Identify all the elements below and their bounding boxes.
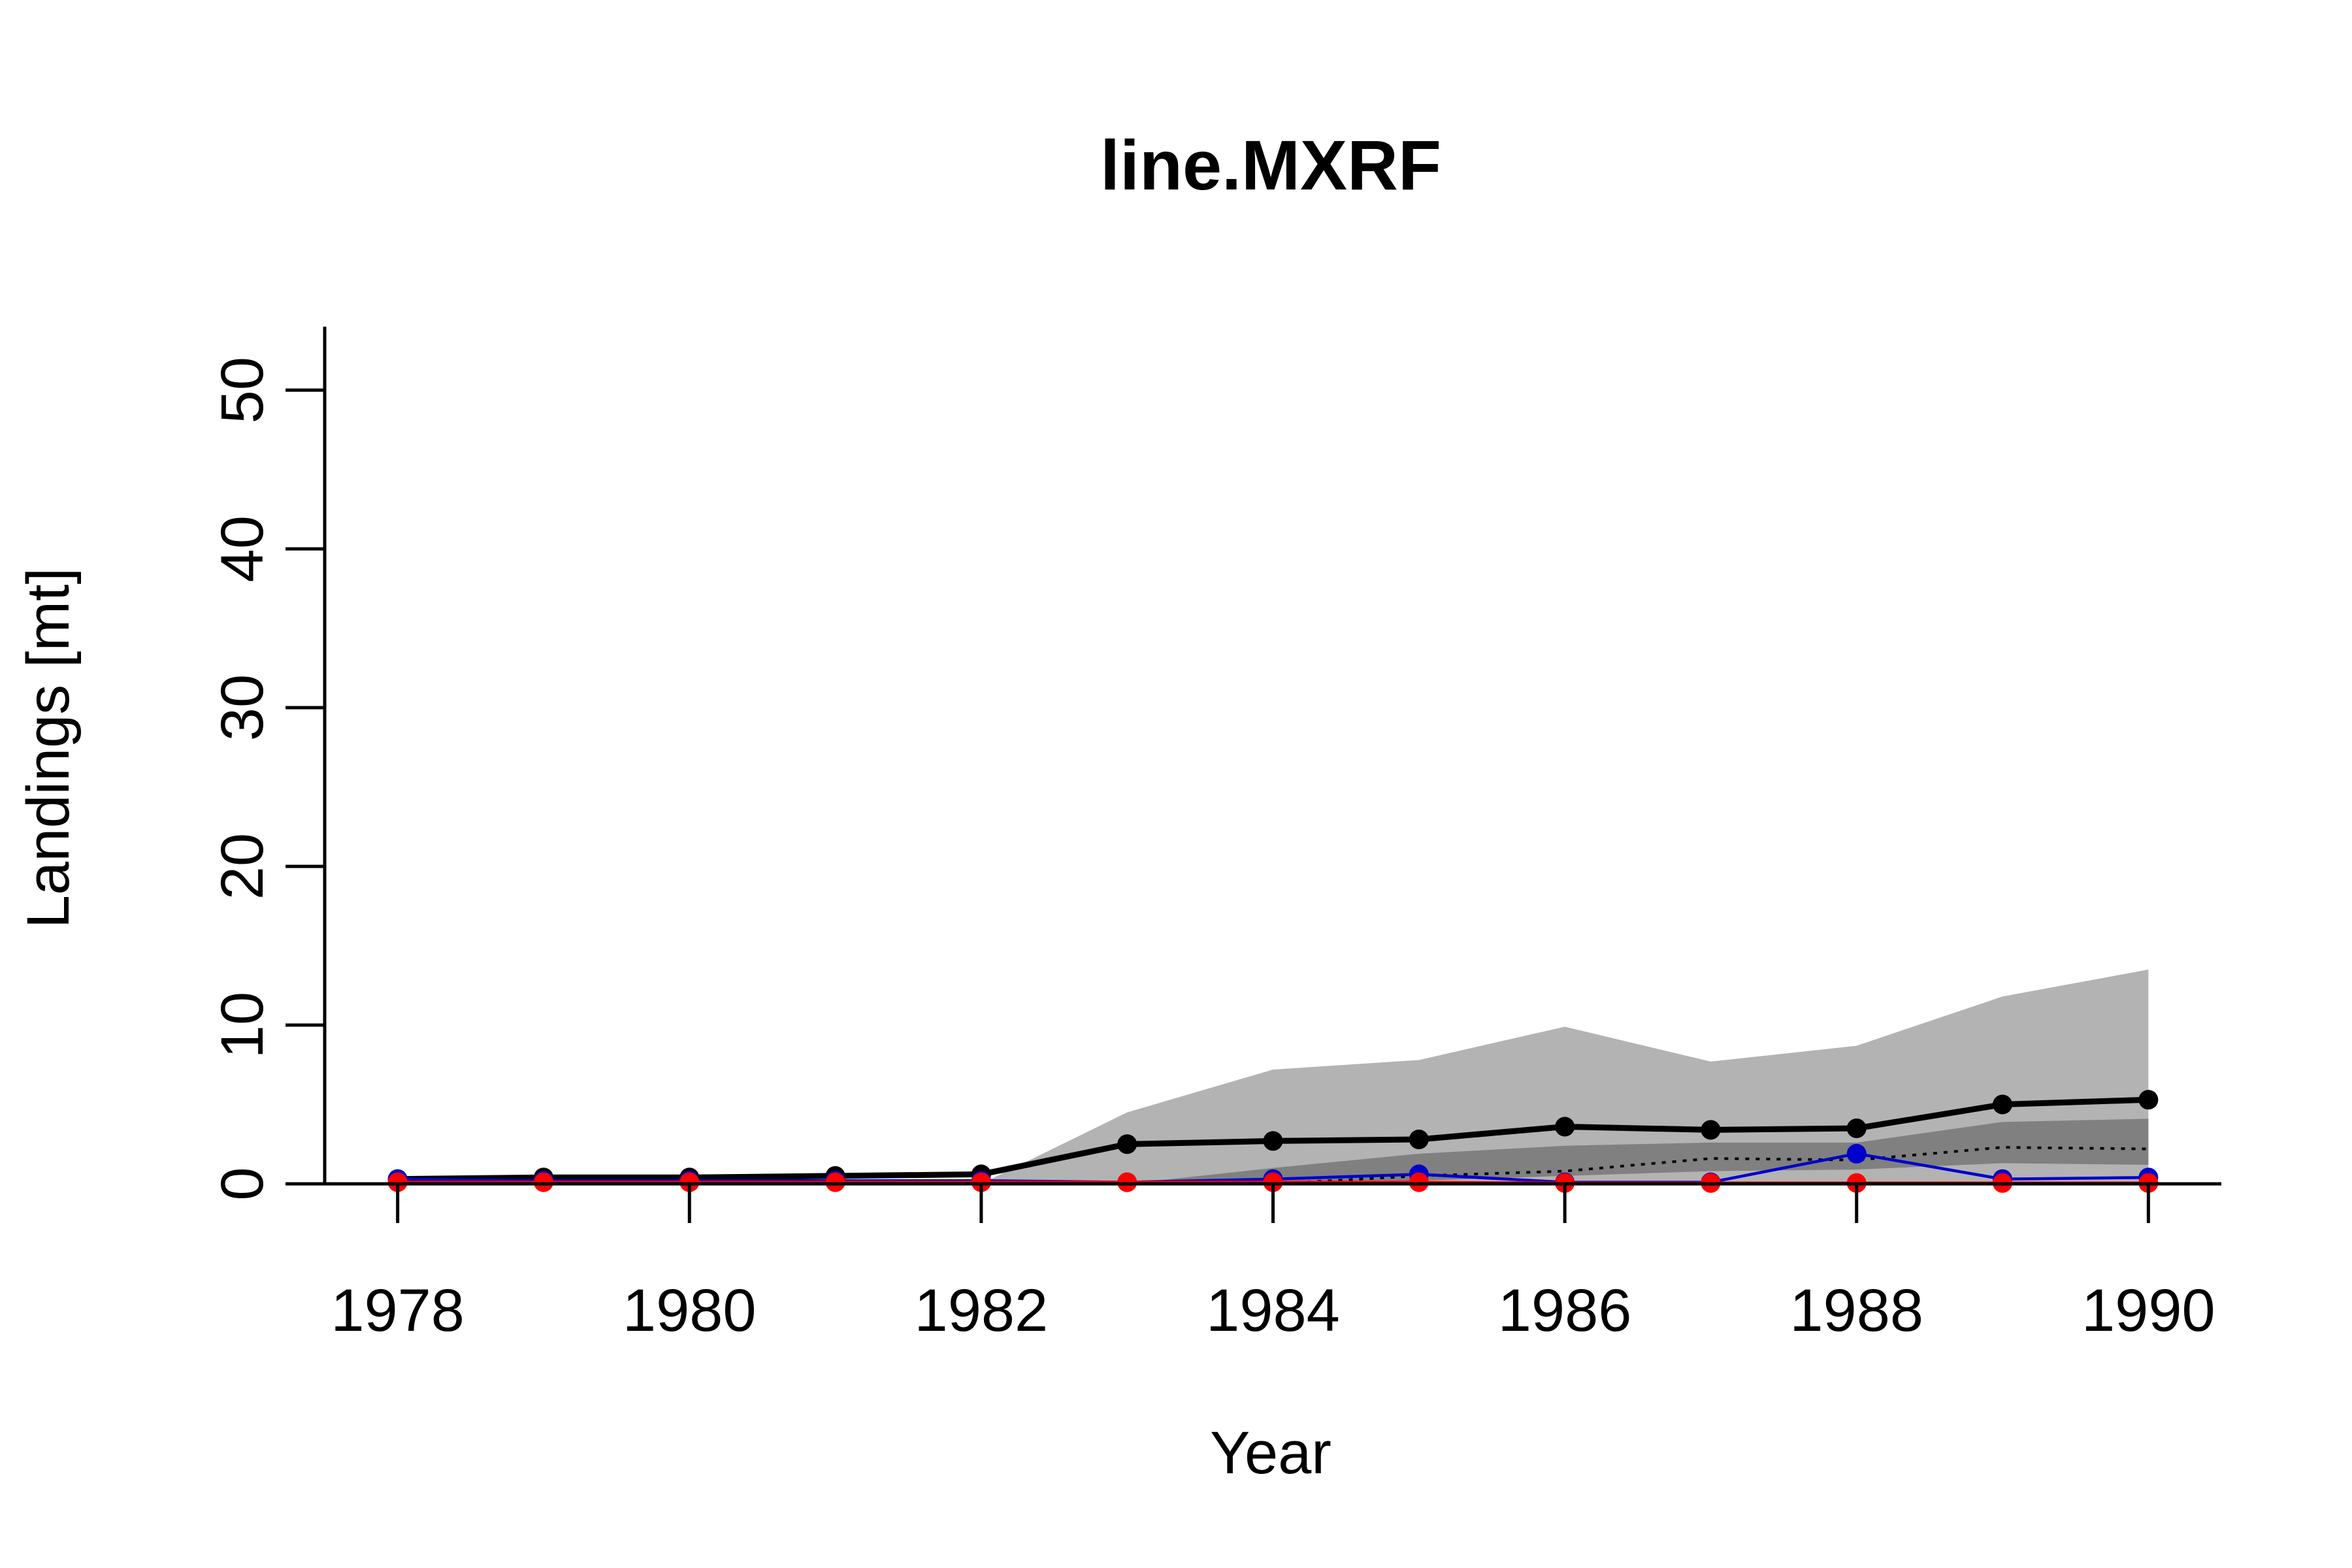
y-tick-label: 20 (209, 833, 276, 900)
y-axis-label: Landings [mt] (15, 568, 82, 928)
series-0-point (1701, 1120, 1721, 1140)
uncertainty-bands (397, 970, 2149, 1184)
y-tick-label: 30 (209, 674, 276, 741)
axes: 1978 1980 1982 1984 1986 1988 1990 0 10 20 30 40 50 (209, 327, 2221, 1344)
series-0-point (2138, 1090, 2159, 1110)
series-0-point (1117, 1134, 1137, 1154)
series-0-point (1846, 1118, 1867, 1138)
series-0-point (1993, 1094, 2013, 1115)
y-tick-label: 40 (209, 515, 276, 582)
series-2-point (1846, 1143, 1867, 1164)
x-tick-label: 1982 (915, 1277, 1049, 1344)
x-axis-label: Year (1210, 1420, 1331, 1486)
y-tick-label: 50 (209, 357, 276, 423)
x-tick-label: 1990 (2082, 1277, 2215, 1344)
x-tick-label: 1986 (1498, 1277, 1632, 1344)
band-1 (397, 1119, 2149, 1184)
chart-title: line.MXRF (1100, 125, 1441, 204)
y-tick-label: 10 (209, 992, 276, 1058)
series-0-point (1409, 1129, 1429, 1149)
x-tick-label: 1980 (623, 1277, 757, 1344)
x-tick-label: 1988 (1789, 1277, 1923, 1344)
series-0-point (1555, 1117, 1575, 1137)
x-tick-label: 1984 (1206, 1277, 1340, 1344)
series-0-point (1263, 1131, 1283, 1151)
x-tick-label: 1978 (331, 1277, 465, 1344)
y-tick-label: 0 (209, 1167, 276, 1200)
